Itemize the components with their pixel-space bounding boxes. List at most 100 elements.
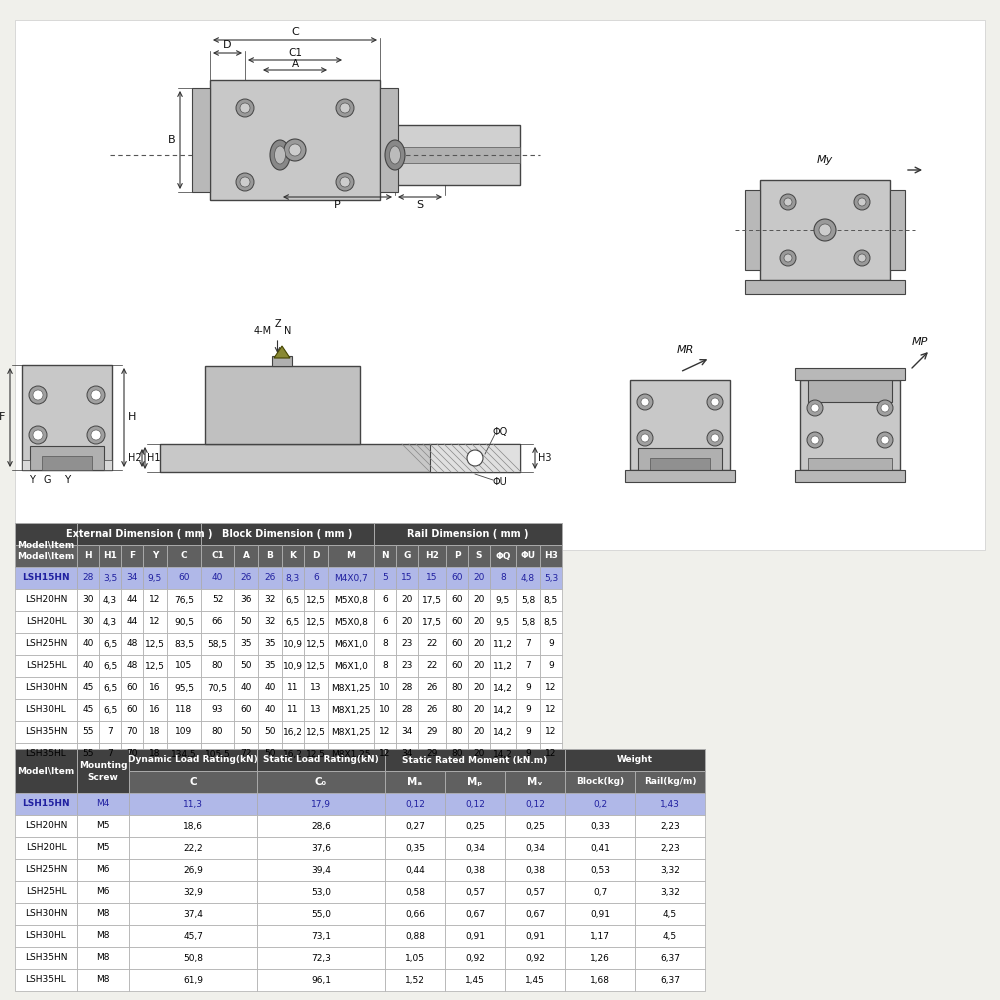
Bar [328,589,374,611]
Bar [374,633,396,655]
Bar [800,380,900,470]
Bar [272,356,292,366]
Bar [446,633,468,655]
Bar [418,655,446,677]
Bar [516,721,540,743]
Bar [15,793,77,815]
Text: 12,5: 12,5 [306,662,326,670]
Bar [77,677,99,699]
Text: H2: H2 [425,552,439,560]
Bar [121,611,143,633]
Bar [396,743,418,765]
Text: 40: 40 [82,662,94,670]
Bar [167,721,201,743]
Bar [385,881,445,903]
Circle shape [784,254,792,262]
Bar [234,677,258,699]
Bar [201,545,234,567]
Text: LSH20HN: LSH20HN [25,822,67,830]
Text: 52: 52 [212,595,223,604]
Circle shape [289,144,301,156]
Text: 4,5: 4,5 [663,932,677,940]
Text: 16,2: 16,2 [283,750,303,758]
Text: D: D [223,40,231,50]
Bar [234,655,258,677]
Text: LSH20HL: LSH20HL [26,844,66,852]
Text: 12,5: 12,5 [306,617,326,626]
Text: 11: 11 [287,706,299,714]
Text: 0,12: 0,12 [465,800,485,808]
Text: 11,2: 11,2 [493,640,513,648]
Text: M8: M8 [96,976,110,984]
Text: Mounting: Mounting [79,760,127,770]
Circle shape [811,436,819,444]
Bar [565,793,635,815]
Text: 4,5: 4,5 [663,910,677,918]
Text: H1: H1 [103,552,117,560]
Bar [385,925,445,947]
Bar [635,881,705,903]
Bar [630,380,730,470]
Text: 7: 7 [525,640,531,648]
Text: P: P [454,552,460,560]
Text: 35: 35 [240,640,252,648]
Text: 0,25: 0,25 [525,822,545,830]
Bar [565,771,635,793]
Circle shape [877,400,893,416]
Circle shape [854,250,870,266]
Text: 5,8: 5,8 [521,595,535,604]
Bar [516,655,540,677]
Bar [143,699,167,721]
Bar [15,837,77,859]
Text: 34: 34 [401,750,413,758]
Bar [635,925,705,947]
Bar [490,677,516,699]
Text: S: S [416,200,424,210]
Bar [505,859,565,881]
Bar [77,969,129,991]
Text: 0,7: 0,7 [593,888,607,896]
Text: 72: 72 [240,750,252,758]
Text: 6,5: 6,5 [286,595,300,604]
Bar [374,699,396,721]
Text: 12: 12 [149,595,161,604]
Bar [201,721,234,743]
Text: Block(kg): Block(kg) [576,778,624,786]
Bar [167,611,201,633]
Bar [565,925,635,947]
Text: 6,5: 6,5 [286,617,300,626]
Text: 9,5: 9,5 [148,574,162,582]
Bar [635,815,705,837]
Text: F: F [0,412,5,422]
Bar [258,699,282,721]
Text: 11: 11 [287,684,299,692]
Text: 0,91: 0,91 [590,910,610,918]
Bar [99,567,121,589]
Circle shape [858,254,866,262]
Bar [77,903,129,925]
Text: 17,5: 17,5 [422,595,442,604]
Text: 28,6: 28,6 [311,822,331,830]
Bar [430,444,520,472]
Bar [234,611,258,633]
Text: MP: MP [912,337,928,347]
Bar [446,677,468,699]
Text: 0,91: 0,91 [465,932,485,940]
Text: 50: 50 [264,750,276,758]
Bar [282,743,304,765]
Bar [201,589,234,611]
Bar [129,815,257,837]
Bar [468,611,490,633]
Bar [201,699,234,721]
Text: 23: 23 [401,640,413,648]
Text: 32: 32 [264,617,276,626]
Bar [396,589,418,611]
Text: 20: 20 [473,684,485,692]
Ellipse shape [385,140,405,170]
Bar [99,589,121,611]
Text: 95,5: 95,5 [174,684,194,692]
Text: 22: 22 [426,640,438,648]
Text: Static Rated Moment (kN.m): Static Rated Moment (kN.m) [402,756,548,764]
Text: 6: 6 [313,574,319,582]
Circle shape [236,99,254,117]
